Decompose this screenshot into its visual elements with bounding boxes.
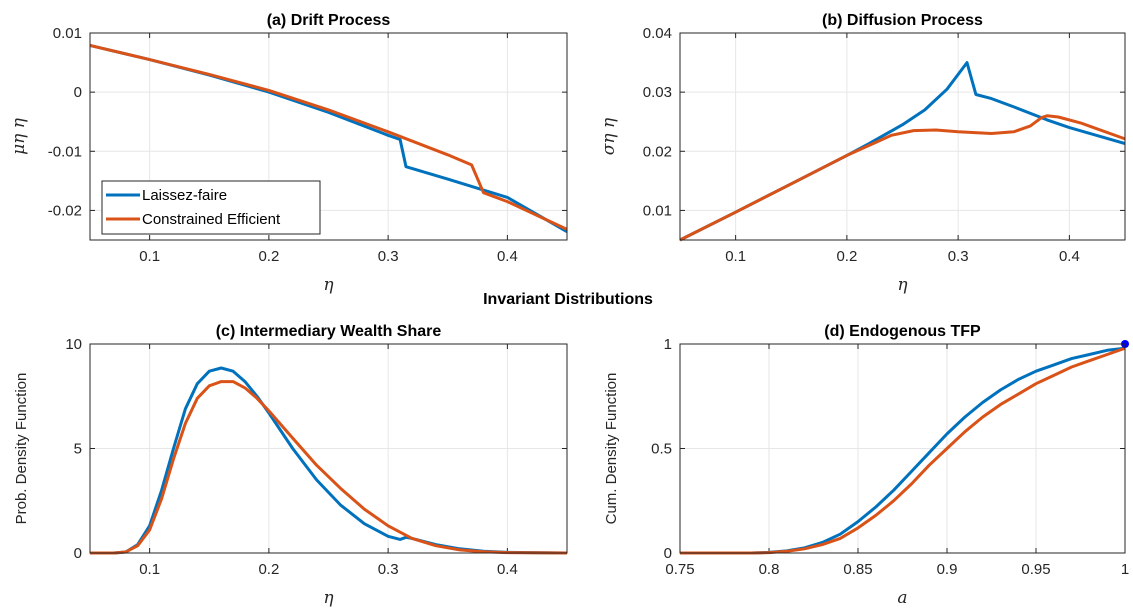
- x-tick-label: 0.8: [759, 561, 780, 578]
- x-tick-label: 0.4: [497, 248, 518, 265]
- axes-box: [679, 32, 1126, 241]
- y-axis-label: μη η: [9, 117, 29, 155]
- y-tick-label: 0.5: [651, 441, 672, 458]
- x-tick-label: 0.3: [948, 248, 969, 265]
- x-tick-label: 0.9: [937, 561, 958, 578]
- y-tick-label: 0: [74, 545, 82, 562]
- series-line-constrained-efficient: [679, 114, 1126, 242]
- x-tick-label: 0.2: [258, 561, 279, 578]
- x-axis-label: η: [323, 275, 334, 295]
- panel-title: (b) Diffusion Process: [822, 12, 983, 29]
- y-tick-label: 0: [664, 545, 672, 562]
- y-tick-label: 0.01: [643, 202, 672, 219]
- series-line-constrained-efficient: [680, 346, 1126, 555]
- panel-title: (d) Endogenous TFP: [824, 323, 981, 340]
- x-axis-label: η: [323, 588, 334, 608]
- y-tick-label: -0.01: [48, 143, 82, 160]
- x-tick-label: 1: [1121, 561, 1129, 578]
- y-axis-label: ση η: [599, 117, 619, 155]
- panel-a: 0.1 0.2 0.3 0.4 -0.02 -0.01 0 0.01 (a) Drift Pro…: [9, 12, 568, 295]
- x-tick-label: 0.4: [497, 561, 518, 578]
- x-tick-label: 0.4: [1059, 248, 1080, 265]
- x-tick-label: 0.2: [258, 248, 279, 265]
- series-line-constrained-efficient: [89, 43, 568, 231]
- x-axis-label: η: [897, 275, 908, 295]
- y-axis-label: Prob. Density Function: [13, 373, 30, 525]
- x-tick-label: 0.95: [1021, 561, 1050, 578]
- legend-label: Constrained Efficient: [142, 211, 281, 228]
- series-line-laissez-faire: [90, 366, 568, 555]
- x-tick-label: 0.85: [843, 561, 872, 578]
- y-tick-label: 0.03: [643, 84, 672, 101]
- legend-label: Laissez-faire: [142, 187, 227, 204]
- y-tick-label: -0.02: [48, 202, 82, 219]
- y-tick-label: 5: [74, 441, 82, 458]
- x-tick-label: 0.75: [665, 561, 694, 578]
- axes-box: [679, 343, 1126, 554]
- legend: Laissez-faire Constrained Efficient: [101, 180, 321, 235]
- y-tick-label: 0.01: [53, 25, 82, 42]
- y-tick-label: 0.02: [643, 143, 672, 160]
- y-tick-label: 0.04: [643, 25, 672, 42]
- series-line-constrained-efficient: [90, 380, 568, 555]
- suptitle: Invariant Distributions: [483, 291, 653, 308]
- axes-box: [89, 32, 568, 241]
- panel-title: (c) Intermediary Wealth Share: [216, 323, 442, 340]
- panel-title: (a) Drift Process: [267, 12, 391, 29]
- y-axis-label: Cum. Density Function: [603, 373, 620, 525]
- x-tick-label: 0.3: [378, 561, 399, 578]
- series-line-laissez-faire: [680, 346, 1126, 555]
- panel-b: 0.1 0.2 0.3 0.4 0.01 0.02 0.03 0.04 (b) Diffusio…: [599, 12, 1126, 295]
- panel-d: 0.75 0.8 0.85 0.9 0.95 1 0 0.5 1 (d) Endogenous T…: [603, 323, 1129, 608]
- y-tick-label: 0: [74, 84, 82, 101]
- y-tick-label: 1: [664, 336, 672, 353]
- legend-box: [101, 180, 321, 235]
- x-axis-label: a: [897, 588, 907, 608]
- x-tick-label: 0.3: [378, 248, 399, 265]
- x-tick-label: 0.1: [139, 248, 160, 265]
- y-tick-label: 10: [65, 336, 82, 353]
- x-tick-label: 0.1: [139, 561, 160, 578]
- x-tick-label: 0.2: [836, 248, 857, 265]
- axes-box: [89, 343, 568, 554]
- x-tick-label: 0.1: [725, 248, 746, 265]
- panel-c: 0.1 0.2 0.3 0.4 0 5 10 (c) Intermediary Wealth …: [13, 323, 568, 608]
